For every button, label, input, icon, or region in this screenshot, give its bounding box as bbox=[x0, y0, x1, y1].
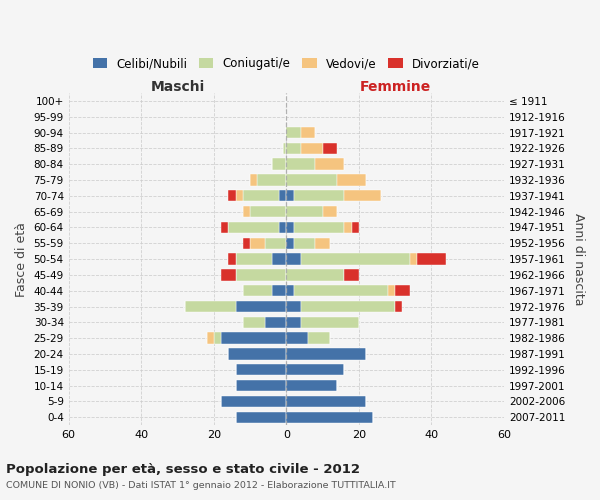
Bar bbox=[272, 285, 286, 296]
Bar bbox=[243, 285, 272, 296]
Bar bbox=[286, 127, 301, 138]
Bar bbox=[250, 238, 265, 249]
Bar bbox=[221, 396, 286, 407]
Bar bbox=[236, 269, 286, 280]
Bar bbox=[344, 269, 359, 280]
Bar bbox=[337, 174, 366, 186]
Text: Femmine: Femmine bbox=[359, 80, 431, 94]
Bar bbox=[388, 285, 395, 296]
Bar bbox=[228, 348, 286, 360]
Bar bbox=[265, 238, 286, 249]
Bar bbox=[301, 254, 410, 265]
Bar bbox=[286, 316, 301, 328]
Bar bbox=[308, 332, 330, 344]
Text: Maschi: Maschi bbox=[151, 80, 205, 94]
Bar bbox=[250, 174, 257, 186]
Bar bbox=[301, 142, 323, 154]
Bar bbox=[301, 301, 395, 312]
Bar bbox=[283, 142, 286, 154]
Bar bbox=[286, 269, 344, 280]
Bar bbox=[286, 158, 316, 170]
Bar bbox=[279, 190, 286, 202]
Bar bbox=[221, 332, 286, 344]
Bar bbox=[228, 222, 279, 233]
Bar bbox=[228, 190, 236, 202]
Bar bbox=[286, 396, 366, 407]
Bar bbox=[301, 316, 359, 328]
Bar bbox=[293, 285, 388, 296]
Y-axis label: Fasce di età: Fasce di età bbox=[15, 222, 28, 296]
Bar bbox=[323, 142, 337, 154]
Bar bbox=[243, 238, 250, 249]
Bar bbox=[301, 127, 316, 138]
Bar bbox=[272, 254, 286, 265]
Bar bbox=[344, 222, 352, 233]
Bar bbox=[250, 206, 286, 218]
Bar bbox=[286, 190, 293, 202]
Bar bbox=[279, 222, 286, 233]
Bar bbox=[293, 190, 344, 202]
Bar bbox=[243, 206, 250, 218]
Bar bbox=[286, 206, 323, 218]
Text: Popolazione per età, sesso e stato civile - 2012: Popolazione per età, sesso e stato civil… bbox=[6, 462, 360, 475]
Bar bbox=[286, 348, 366, 360]
Bar bbox=[417, 254, 446, 265]
Bar bbox=[257, 174, 286, 186]
Bar bbox=[206, 332, 214, 344]
Bar bbox=[286, 142, 301, 154]
Bar bbox=[286, 254, 301, 265]
Bar bbox=[221, 222, 228, 233]
Bar bbox=[323, 206, 337, 218]
Bar bbox=[316, 158, 344, 170]
Bar bbox=[214, 332, 221, 344]
Bar bbox=[344, 190, 380, 202]
Y-axis label: Anni di nascita: Anni di nascita bbox=[572, 213, 585, 306]
Bar bbox=[286, 301, 301, 312]
Bar bbox=[352, 222, 359, 233]
Bar bbox=[286, 222, 293, 233]
Bar bbox=[395, 285, 410, 296]
Bar bbox=[286, 380, 337, 392]
Bar bbox=[236, 380, 286, 392]
Bar bbox=[272, 158, 286, 170]
Legend: Celibi/Nubili, Coniugati/e, Vedovi/e, Divorziati/e: Celibi/Nubili, Coniugati/e, Vedovi/e, Di… bbox=[88, 52, 485, 75]
Bar bbox=[286, 332, 308, 344]
Bar bbox=[286, 238, 293, 249]
Bar bbox=[286, 412, 373, 423]
Bar bbox=[243, 316, 265, 328]
Text: COMUNE DI NONIO (VB) - Dati ISTAT 1° gennaio 2012 - Elaborazione TUTTITALIA.IT: COMUNE DI NONIO (VB) - Dati ISTAT 1° gen… bbox=[6, 481, 396, 490]
Bar bbox=[286, 364, 344, 376]
Bar bbox=[316, 238, 330, 249]
Bar bbox=[293, 238, 316, 249]
Bar bbox=[236, 254, 272, 265]
Bar bbox=[236, 364, 286, 376]
Bar bbox=[293, 222, 344, 233]
Bar bbox=[265, 316, 286, 328]
Bar bbox=[286, 285, 293, 296]
Bar bbox=[395, 301, 403, 312]
Bar bbox=[185, 301, 236, 312]
Bar bbox=[236, 301, 286, 312]
Bar bbox=[221, 269, 236, 280]
Bar bbox=[236, 190, 243, 202]
Bar bbox=[236, 412, 286, 423]
Bar bbox=[228, 254, 236, 265]
Bar bbox=[243, 190, 279, 202]
Bar bbox=[410, 254, 417, 265]
Bar bbox=[286, 174, 337, 186]
